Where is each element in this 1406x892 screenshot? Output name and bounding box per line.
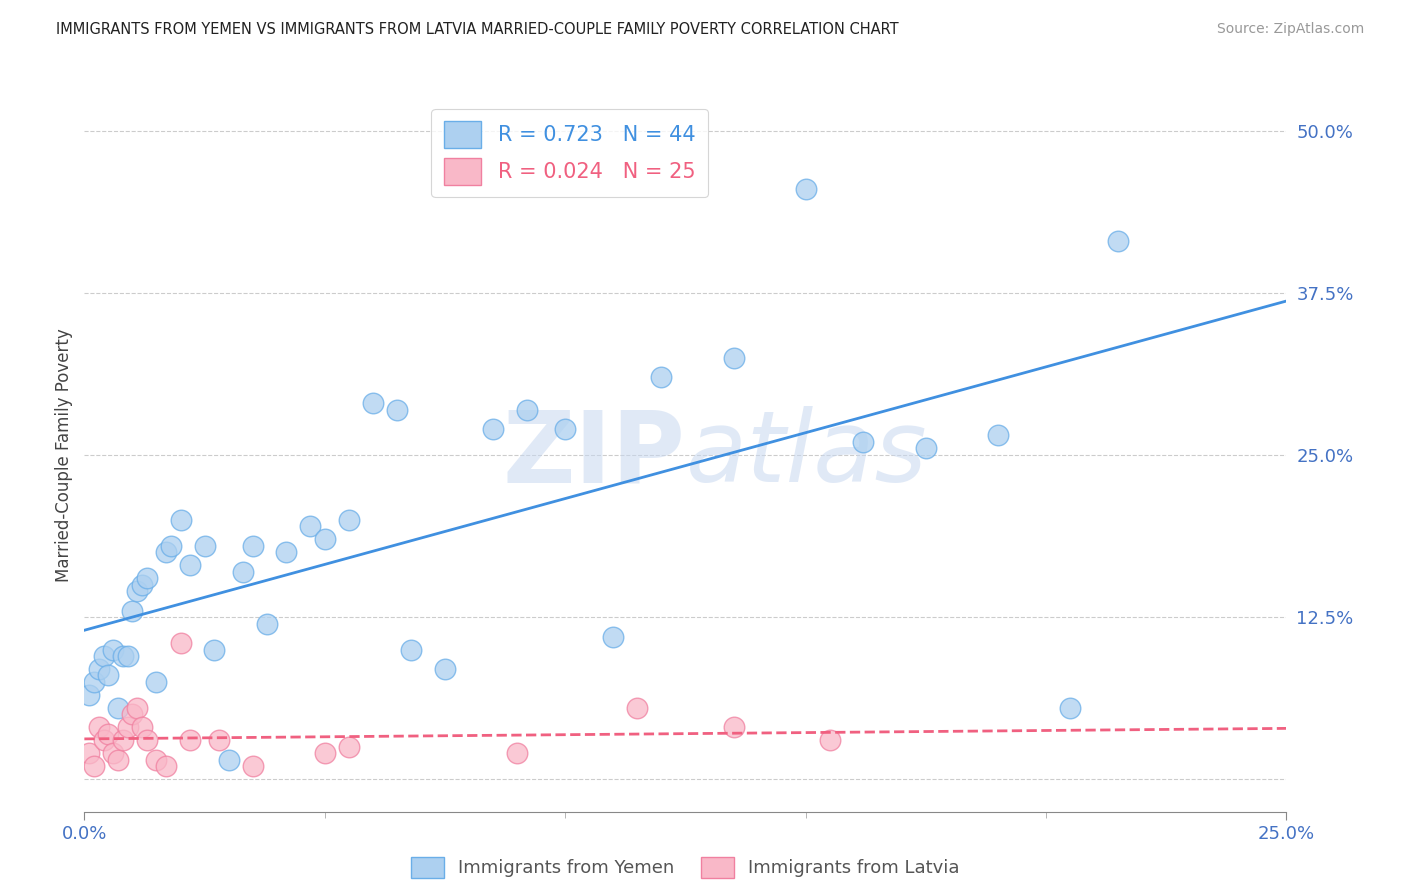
Point [127, 701, 149, 715]
Point [276, 545, 298, 559]
Point [650, 370, 672, 384]
Point [121, 604, 143, 618]
Point [516, 402, 538, 417]
Point [602, 630, 624, 644]
Point [554, 422, 576, 436]
Point [314, 533, 336, 547]
Point [299, 519, 322, 533]
Point [337, 739, 360, 754]
Point [202, 642, 225, 657]
Point [1059, 701, 1081, 715]
Point [506, 747, 529, 761]
Point [97, 727, 120, 741]
Point [77, 747, 100, 761]
Point [103, 642, 125, 657]
Point [83, 675, 105, 690]
Point [93, 648, 115, 663]
Point [256, 616, 278, 631]
Point [1107, 234, 1129, 248]
Point [145, 675, 167, 690]
Point [145, 753, 167, 767]
Point [626, 701, 648, 715]
Point [361, 396, 384, 410]
Point [385, 402, 408, 417]
Point [135, 733, 157, 747]
Point [179, 558, 201, 573]
Point [169, 513, 191, 527]
Point [723, 351, 745, 365]
Point [337, 513, 360, 527]
Point [107, 753, 129, 767]
Point [194, 539, 217, 553]
Point [117, 648, 139, 663]
Point [915, 442, 938, 456]
Point [987, 428, 1010, 442]
Point [77, 688, 100, 702]
Point [117, 720, 139, 734]
Point [794, 182, 817, 196]
Point [127, 584, 149, 599]
Text: atlas: atlas [686, 407, 927, 503]
Point [83, 759, 105, 773]
Point [103, 747, 125, 761]
Point [131, 720, 153, 734]
Point [111, 733, 134, 747]
Point [218, 753, 240, 767]
Legend: Immigrants from Yemen, Immigrants from Latvia: Immigrants from Yemen, Immigrants from L… [404, 849, 967, 885]
Point [121, 707, 143, 722]
Point [242, 539, 264, 553]
Point [723, 720, 745, 734]
Point [87, 720, 110, 734]
Text: ZIP: ZIP [502, 407, 686, 503]
Point [155, 759, 177, 773]
Point [232, 565, 254, 579]
Point [135, 571, 157, 585]
Point [314, 747, 336, 761]
Point [169, 636, 191, 650]
Text: Source: ZipAtlas.com: Source: ZipAtlas.com [1216, 22, 1364, 37]
Point [401, 642, 423, 657]
Point [107, 701, 129, 715]
Point [179, 733, 201, 747]
Text: IMMIGRANTS FROM YEMEN VS IMMIGRANTS FROM LATVIA MARRIED-COUPLE FAMILY POVERTY CO: IMMIGRANTS FROM YEMEN VS IMMIGRANTS FROM… [56, 22, 898, 37]
Point [242, 759, 264, 773]
Point [160, 539, 183, 553]
Point [208, 733, 231, 747]
Point [434, 662, 457, 676]
Point [87, 662, 110, 676]
Point [131, 577, 153, 591]
Y-axis label: Married-Couple Family Poverty: Married-Couple Family Poverty [55, 328, 73, 582]
Point [97, 668, 120, 682]
Point [93, 733, 115, 747]
Point [852, 434, 875, 449]
Point [111, 648, 134, 663]
Point [482, 422, 505, 436]
Point [155, 545, 177, 559]
Point [818, 733, 841, 747]
